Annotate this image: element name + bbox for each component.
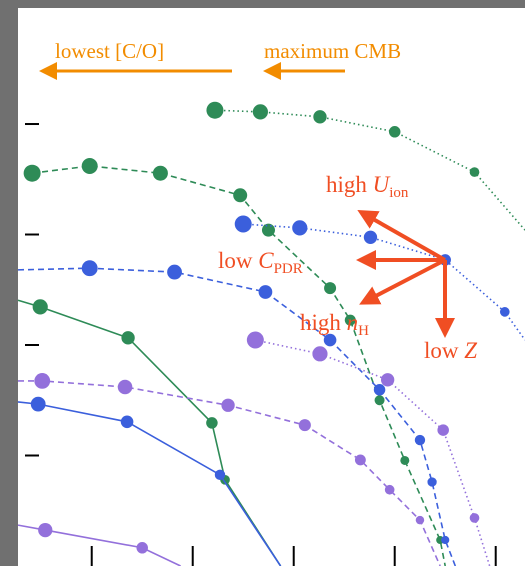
annotation: maximum CMB xyxy=(264,39,401,63)
point xyxy=(381,373,394,386)
point xyxy=(167,265,182,280)
point xyxy=(324,282,336,294)
point xyxy=(312,346,327,361)
point xyxy=(427,477,436,486)
point xyxy=(364,231,377,244)
point xyxy=(374,384,386,396)
point xyxy=(292,220,307,235)
point xyxy=(233,188,247,202)
point xyxy=(34,373,50,389)
point xyxy=(206,102,223,119)
point xyxy=(24,165,41,182)
point xyxy=(375,395,385,405)
point xyxy=(415,435,425,445)
annotation: low Z xyxy=(424,338,477,363)
point xyxy=(206,417,218,429)
plot-area xyxy=(18,8,525,566)
point xyxy=(136,542,148,554)
point xyxy=(121,331,134,344)
point xyxy=(215,470,225,480)
point xyxy=(121,416,134,429)
point xyxy=(355,454,366,465)
point xyxy=(500,307,510,317)
point xyxy=(33,299,48,314)
point xyxy=(153,166,168,181)
point xyxy=(82,158,98,174)
point xyxy=(38,523,52,537)
point xyxy=(385,485,395,495)
point xyxy=(299,419,311,431)
point xyxy=(389,126,401,138)
annotation: lowest [C/O] xyxy=(55,39,164,63)
point xyxy=(470,513,480,523)
point xyxy=(400,456,409,465)
point xyxy=(31,397,46,412)
point xyxy=(441,536,449,544)
point xyxy=(324,334,337,347)
point xyxy=(470,167,480,177)
point xyxy=(82,260,98,276)
chart: lowest [C/O] maximum CMB high Uion low C… xyxy=(0,0,525,566)
point xyxy=(259,285,273,299)
point xyxy=(313,110,326,123)
point xyxy=(416,516,424,524)
point xyxy=(247,332,264,349)
point xyxy=(437,424,449,436)
point xyxy=(235,216,252,233)
point xyxy=(253,104,268,119)
point xyxy=(118,380,133,395)
point xyxy=(221,399,234,412)
point xyxy=(262,224,275,237)
